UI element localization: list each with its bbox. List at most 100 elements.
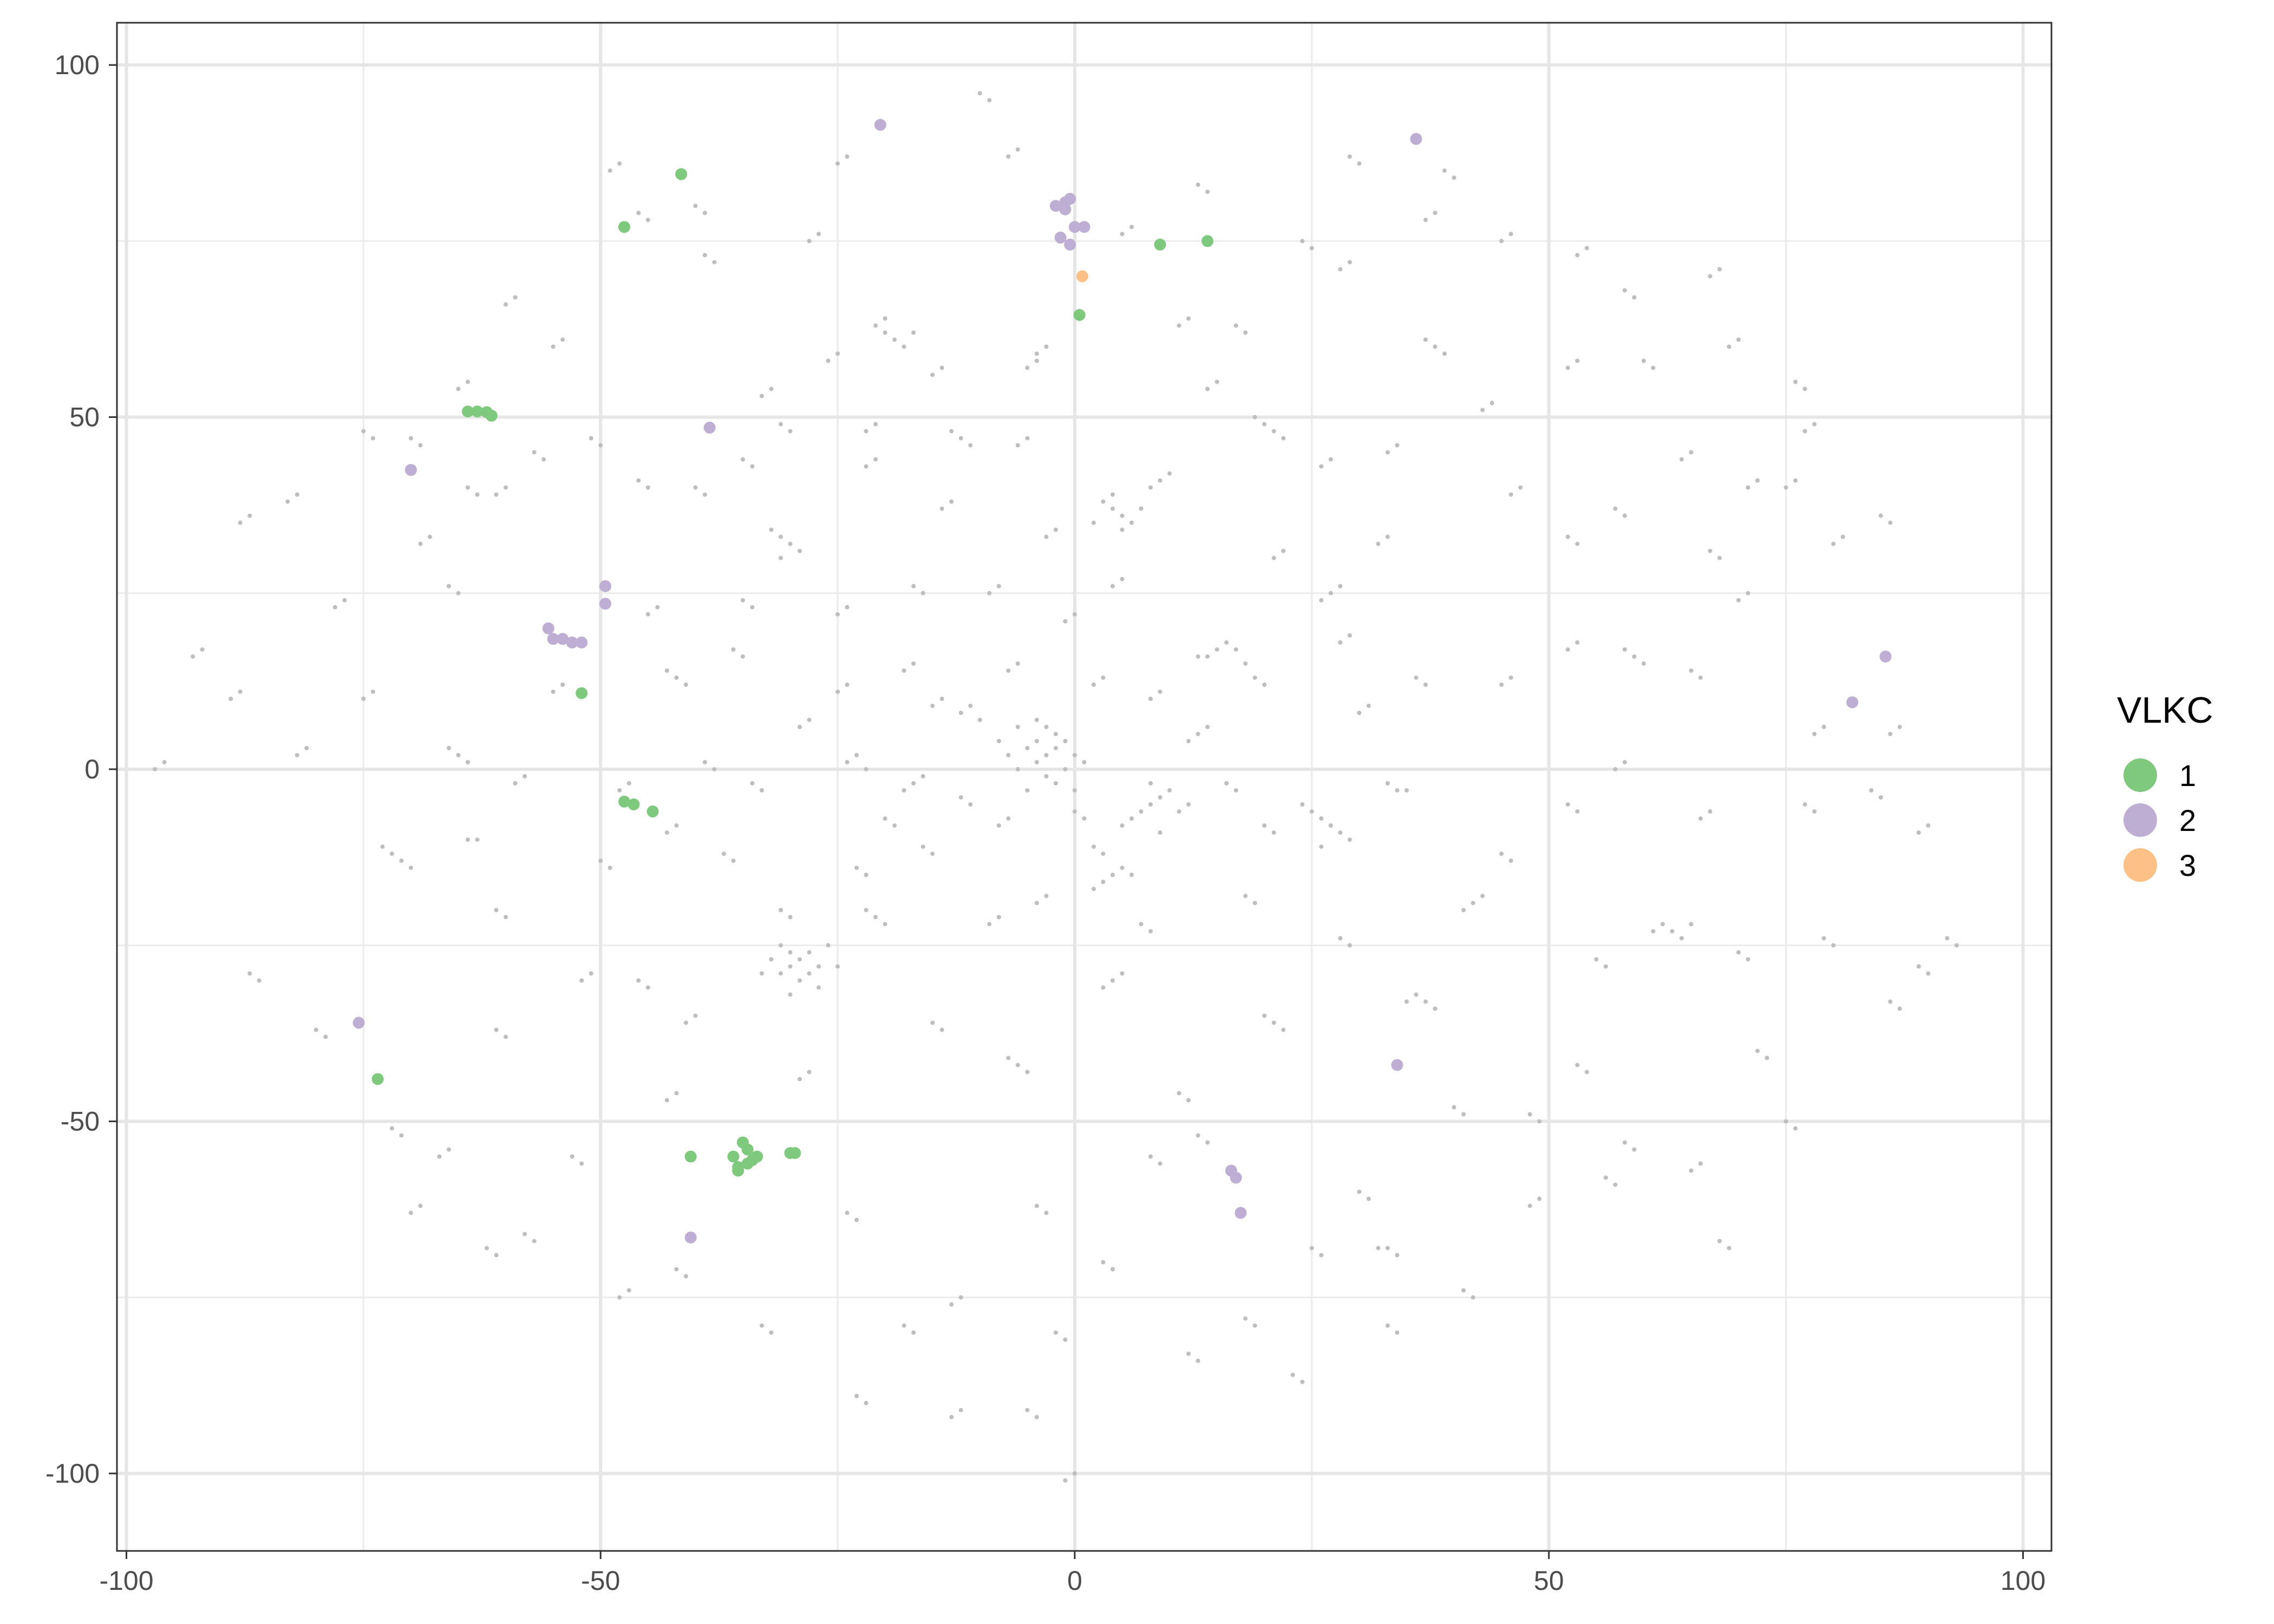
- background-point: [1262, 682, 1267, 687]
- background-point: [816, 985, 821, 990]
- plot-panel-border: [116, 22, 2053, 1552]
- background-point: [1120, 527, 1125, 532]
- background-point: [968, 703, 973, 708]
- background-point: [1878, 795, 1883, 800]
- background-point: [664, 830, 669, 835]
- background-point: [1641, 358, 1646, 363]
- background-point: [911, 330, 916, 335]
- background-point: [408, 1210, 413, 1215]
- background-point: [494, 1027, 499, 1032]
- background-point: [551, 689, 556, 694]
- background-point: [1632, 1147, 1637, 1152]
- background-point: [1158, 689, 1162, 694]
- background-point: [1632, 295, 1637, 300]
- background-point: [835, 351, 840, 356]
- background-point: [1831, 541, 1836, 546]
- background-point: [1357, 710, 1362, 715]
- background-point: [1129, 225, 1134, 230]
- background-point: [1101, 852, 1106, 856]
- background-point: [1063, 1337, 1068, 1342]
- background-point: [1423, 682, 1428, 687]
- background-point: [864, 1400, 868, 1405]
- series-3-point: [1076, 270, 1088, 283]
- background-point: [1015, 1063, 1020, 1068]
- background-point: [1063, 619, 1068, 624]
- background-point: [1034, 1203, 1039, 1208]
- background-point: [1651, 365, 1656, 370]
- background-point: [769, 527, 774, 532]
- background-point: [939, 365, 944, 370]
- x-tick-label: -100: [99, 1566, 153, 1596]
- background-point: [1338, 830, 1343, 835]
- background-point: [1897, 1006, 1902, 1011]
- background-point: [769, 387, 774, 391]
- series-2-point: [1879, 650, 1892, 663]
- background-point: [247, 971, 252, 976]
- background-point: [1840, 534, 1845, 539]
- background-point: [1120, 513, 1125, 518]
- background-point: [399, 1133, 404, 1138]
- series-1-point: [618, 795, 631, 808]
- background-point: [1101, 985, 1106, 990]
- background-point: [589, 971, 593, 976]
- background-point: [1319, 1253, 1324, 1258]
- background-point: [1888, 999, 1893, 1004]
- background-point: [1300, 239, 1305, 244]
- background-point: [1328, 457, 1333, 462]
- background-point: [1092, 520, 1096, 525]
- background-point: [1793, 1126, 1798, 1131]
- series-1-point: [789, 1147, 801, 1159]
- background-point: [693, 485, 698, 490]
- background-point: [1347, 154, 1352, 159]
- background-point: [674, 823, 679, 828]
- background-point: [1015, 661, 1020, 666]
- background-point: [1802, 387, 1807, 391]
- background-point: [295, 492, 299, 497]
- background-point: [636, 978, 641, 983]
- background-point: [854, 866, 859, 870]
- background-point: [1309, 809, 1314, 814]
- background-point: [1120, 971, 1125, 976]
- background-point: [1575, 253, 1580, 258]
- background-point: [1755, 478, 1760, 483]
- background-point: [1252, 1323, 1257, 1328]
- background-point: [1717, 267, 1722, 272]
- background-point: [1271, 1020, 1276, 1025]
- background-point: [1186, 802, 1191, 807]
- background-point: [607, 168, 612, 173]
- background-point: [1110, 1267, 1115, 1272]
- background-point: [1385, 1246, 1390, 1250]
- background-point: [645, 218, 650, 222]
- background-point: [1120, 577, 1125, 581]
- background-point: [1812, 809, 1817, 814]
- series-2-point: [1846, 696, 1859, 709]
- background-point: [1053, 731, 1058, 736]
- background-point: [779, 971, 783, 976]
- background-point: [939, 1027, 944, 1032]
- series-2-point: [404, 464, 417, 476]
- series-1-point: [618, 221, 631, 233]
- background-point: [626, 1288, 631, 1293]
- background-point: [1110, 873, 1115, 878]
- background-point: [1224, 781, 1229, 785]
- background-point: [532, 450, 537, 455]
- background-point: [731, 859, 736, 863]
- background-point: [1565, 647, 1570, 652]
- background-point: [901, 344, 906, 349]
- background-point: [1689, 1168, 1694, 1173]
- background-point: [1025, 365, 1030, 370]
- background-point: [1034, 901, 1039, 906]
- background-point: [1006, 752, 1011, 757]
- background-point: [1698, 816, 1703, 821]
- background-point: [873, 422, 878, 427]
- background-point: [1205, 387, 1210, 391]
- background-point: [560, 337, 565, 342]
- background-point: [674, 1091, 679, 1096]
- background-point: [1471, 901, 1475, 906]
- background-point: [1300, 1379, 1305, 1384]
- background-point: [901, 1323, 906, 1328]
- background-point: [1015, 147, 1020, 152]
- background-point: [1281, 436, 1286, 441]
- y-tick-label: -50: [61, 1106, 100, 1136]
- background-point: [1195, 1358, 1200, 1363]
